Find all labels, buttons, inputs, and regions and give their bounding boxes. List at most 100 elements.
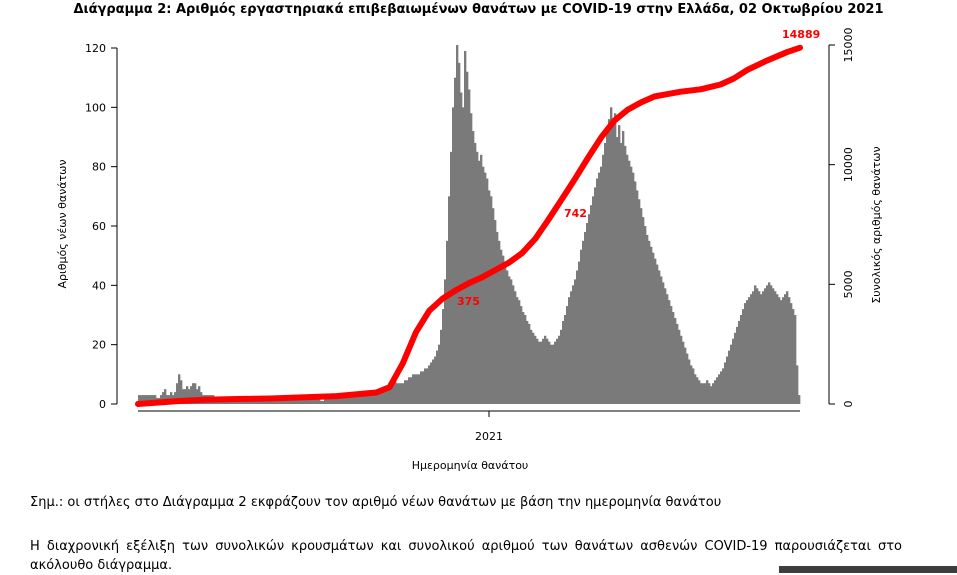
bar [384,386,387,404]
bar [788,297,791,404]
bar [542,338,545,404]
bar [602,154,605,404]
bar [532,332,535,404]
bar [270,401,273,404]
bar [634,181,637,404]
bar [640,208,643,404]
bar [488,190,491,404]
bar [534,335,537,404]
bar [454,77,457,405]
y-tick-label: 60 [92,220,106,233]
y2-axis-label: Συνολικός αριθμός θανάτων [870,146,883,303]
bar [352,395,355,404]
bar [196,389,199,404]
bar [360,395,363,404]
bar [468,89,471,404]
bar [432,359,435,404]
bar [248,401,251,404]
bar [368,392,371,404]
bar [520,306,523,404]
bar [402,383,405,404]
bar [626,154,629,404]
bar [754,285,757,404]
bar [192,383,195,404]
bar [390,383,393,404]
bar [400,383,403,404]
bar [564,315,567,404]
bar [498,240,501,404]
y-tick-label: 40 [92,279,106,292]
y2-tick-label: 10000 [842,147,855,182]
annotation-375: 375 [457,295,480,308]
bar [178,374,181,404]
bar [764,288,767,404]
bar [408,377,411,404]
bar [512,285,515,404]
annotation-742: 742 [564,207,587,220]
bar [558,335,561,404]
bar [256,401,259,404]
bar [772,288,775,404]
bar [794,315,797,404]
bar [444,279,447,404]
bar [768,282,771,404]
bar [652,252,655,404]
bar [478,160,481,404]
bar [590,205,593,404]
bar [518,300,521,404]
bar [608,119,611,404]
bar [566,306,569,404]
bar [778,297,781,404]
bar [674,317,677,404]
bar [428,365,431,404]
bar [250,401,253,404]
bar [180,380,183,404]
bar [572,285,575,404]
bar [482,166,485,404]
bar [688,359,691,404]
bar [576,270,579,404]
bar [492,208,495,404]
bar [386,386,389,404]
bar [424,368,427,404]
bar [316,398,319,404]
bar [710,386,713,404]
bar [326,398,329,404]
bar [496,231,499,404]
bar [278,401,281,404]
bar [502,255,505,404]
bar [686,353,689,404]
bar [426,368,429,404]
bar [552,344,555,404]
bar [592,196,595,404]
bar [524,315,527,404]
x-axis-label: Ημερομηνία θανάτου [412,459,529,472]
bar [176,383,179,404]
y2-tick-label: 0 [842,401,855,408]
bar [762,291,765,404]
bar [312,398,315,404]
bar [194,383,197,404]
bar [550,344,553,404]
bar [622,131,625,404]
bar [448,196,451,404]
bar [722,368,725,404]
bar [508,276,511,404]
bar [718,374,721,404]
bar [760,294,763,404]
bar [494,220,497,404]
bar [364,392,367,404]
bar [546,338,549,404]
bar [736,326,739,404]
bar [586,223,589,404]
bar [748,297,751,404]
bar [302,398,305,404]
bar [506,270,509,404]
bar [336,398,339,404]
footnote: Σημ.: οι στήλες στο Διάγραμμα 2 εκφράζου… [30,495,722,510]
bar [416,374,419,404]
bar [692,368,695,404]
bar [446,240,449,404]
bar [664,288,667,404]
bar [142,395,145,404]
